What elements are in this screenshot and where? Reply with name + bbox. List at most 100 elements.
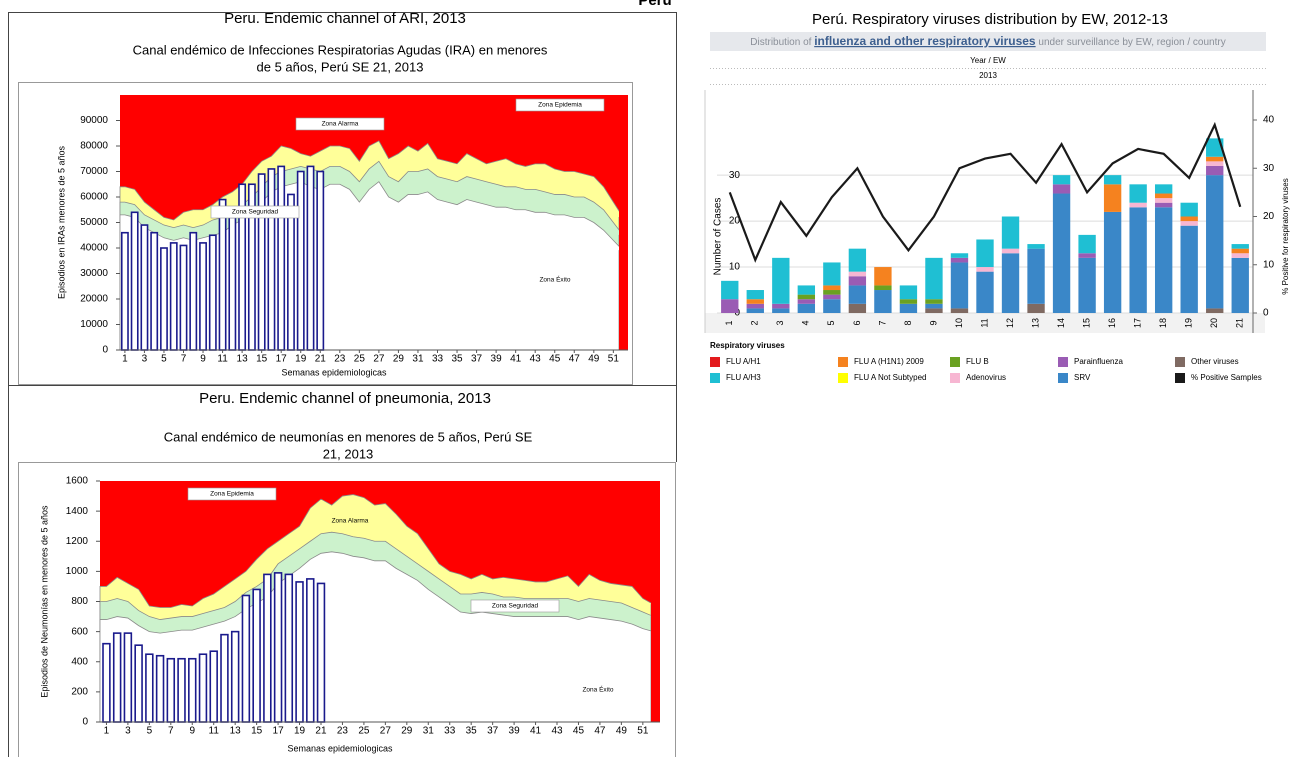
bar-segment bbox=[1206, 161, 1224, 166]
bar-segment bbox=[1001, 216, 1020, 249]
bar-segment bbox=[1206, 175, 1224, 309]
x-tick-label: 23 bbox=[337, 726, 349, 737]
bar-segment bbox=[746, 299, 764, 304]
x-tick-label: 19 bbox=[295, 354, 307, 365]
chart-subtitle: Canal endémico de neumonías en menores d… bbox=[164, 429, 533, 444]
x-tick-label: 41 bbox=[510, 354, 522, 365]
bar-segment bbox=[848, 271, 867, 277]
bar bbox=[316, 170, 325, 351]
annotation-box bbox=[210, 205, 300, 219]
y-axis-label: Episodios en IRAs menores de 5 años bbox=[56, 145, 66, 299]
x-tick-label: 31 bbox=[423, 726, 435, 737]
bar bbox=[179, 244, 188, 351]
chart-subtitle: de 5 años, Perú SE 21, 2013 bbox=[257, 59, 424, 74]
x-tick-label: 47 bbox=[594, 726, 606, 737]
bar-segment bbox=[1027, 244, 1045, 249]
y-tick-label: 0 bbox=[102, 345, 108, 356]
panel-border bbox=[8, 12, 677, 386]
bar-segment bbox=[1154, 198, 1173, 203]
x-tick-label: 3 bbox=[142, 354, 148, 365]
bar bbox=[188, 657, 197, 723]
bar bbox=[241, 594, 251, 723]
y-tick-label: 10000 bbox=[80, 319, 108, 330]
bar-segment bbox=[746, 303, 764, 309]
bar-segment bbox=[1180, 202, 1198, 217]
y-tick-label: 1600 bbox=[66, 476, 89, 487]
x-tick-label: 15 bbox=[256, 354, 268, 365]
annotation-box bbox=[470, 599, 560, 613]
x-axis-band bbox=[705, 313, 1265, 333]
x-tick-label: 33 bbox=[444, 726, 456, 737]
bar bbox=[177, 657, 186, 723]
x-tick-label: 9 bbox=[189, 726, 195, 737]
bar bbox=[296, 170, 305, 351]
x-tick-label: 5 bbox=[147, 726, 153, 737]
bar-segment bbox=[823, 294, 841, 300]
bar bbox=[228, 216, 237, 351]
x-tick-label: 5 bbox=[161, 354, 167, 365]
bar-segment bbox=[1129, 184, 1147, 203]
zone-annotation: Zona Alarma bbox=[322, 121, 359, 128]
bar-segment bbox=[1052, 193, 1071, 313]
x-tick-label: 1 bbox=[724, 320, 734, 325]
zone-annotation: Zona Alarma bbox=[332, 518, 369, 525]
legend-swatch bbox=[710, 357, 720, 367]
x-tick-label: 35 bbox=[466, 726, 478, 737]
bar-segment bbox=[874, 285, 892, 291]
legend-swatch bbox=[1058, 373, 1068, 383]
bar-segment bbox=[797, 299, 816, 304]
x-tick-label: 7 bbox=[168, 726, 174, 737]
y-tick-label: 400 bbox=[71, 656, 88, 667]
bar-segment bbox=[823, 262, 841, 286]
bar bbox=[209, 650, 218, 723]
bar-segment bbox=[1027, 248, 1045, 304]
x-tick-label: 23 bbox=[334, 354, 346, 365]
x-tick-label: 29 bbox=[393, 354, 405, 365]
legend-swatch bbox=[1058, 357, 1068, 367]
bar-segment bbox=[950, 308, 969, 313]
bar bbox=[218, 198, 227, 351]
x-tick-label: 11 bbox=[217, 354, 228, 365]
x-tick-label: 16 bbox=[1107, 318, 1117, 328]
panel-title: Peru. Endemic channel of pneumonia, 2013 bbox=[199, 390, 491, 407]
zone-annotation: Zona Éxito bbox=[582, 685, 613, 694]
bar-segment bbox=[950, 262, 969, 309]
bar-segment bbox=[848, 276, 867, 286]
bar-segment bbox=[1231, 248, 1249, 254]
y-tick-label: 30 bbox=[729, 170, 741, 181]
y-tick-label: 20 bbox=[729, 216, 741, 227]
legend-label: Adenovirus bbox=[966, 373, 1006, 382]
x-tick-label: 8 bbox=[903, 320, 913, 325]
bar-segment bbox=[1103, 175, 1122, 185]
legend-swatch bbox=[1175, 373, 1185, 383]
bar-segment bbox=[721, 299, 739, 313]
bar bbox=[120, 231, 129, 351]
bar bbox=[150, 231, 159, 351]
bar-segment bbox=[1129, 202, 1147, 208]
bar-segment bbox=[1001, 248, 1020, 254]
bar-segment bbox=[1103, 211, 1122, 313]
x-tick-label: 47 bbox=[569, 354, 581, 365]
y2-axis-label: % Positive for respiratory viruses bbox=[1281, 178, 1290, 294]
x-axis-label: Semanas epidemiologicas bbox=[281, 367, 387, 377]
subtitle-link[interactable]: influenza and other respiratory viruses bbox=[814, 34, 1036, 48]
x-tick-label: 1 bbox=[122, 354, 128, 365]
bar-segment bbox=[899, 299, 918, 304]
x-tick-label: 13 bbox=[237, 354, 249, 365]
bar bbox=[220, 633, 229, 723]
bar bbox=[316, 582, 326, 723]
legend-label: FLU B bbox=[966, 357, 989, 366]
x-tick-label: 33 bbox=[432, 354, 444, 365]
y-tick-label: 200 bbox=[71, 687, 88, 698]
panel-title: Peru. Endemic channel of ARI, 2013 bbox=[224, 10, 466, 27]
bar bbox=[145, 653, 154, 723]
bar-segment bbox=[823, 299, 841, 313]
x-header: Year / EW bbox=[970, 56, 1006, 65]
y2-tick-label: 30 bbox=[1263, 163, 1275, 174]
bar-segment bbox=[874, 290, 892, 313]
bar-segment bbox=[823, 290, 841, 295]
x-tick-label: 37 bbox=[471, 354, 483, 365]
bar-segment bbox=[899, 303, 918, 313]
bar-segment bbox=[721, 280, 739, 300]
x-tick-label: 17 bbox=[273, 726, 285, 737]
